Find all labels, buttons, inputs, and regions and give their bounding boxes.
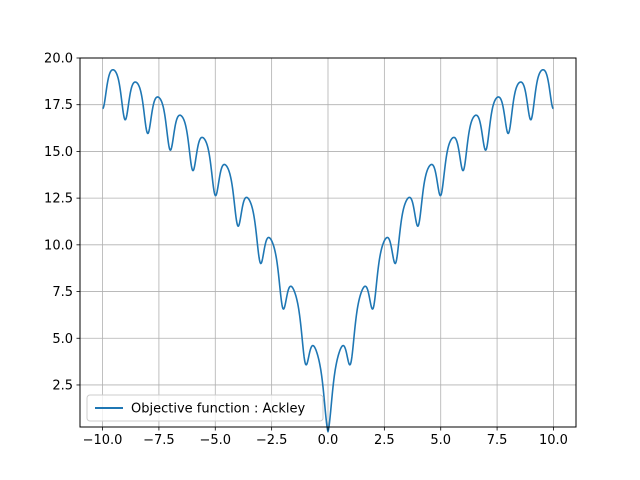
x-tick-label: 5.0 — [430, 433, 451, 448]
x-tick-label: 10.0 — [539, 433, 568, 448]
y-tick-label: 20.0 — [44, 52, 73, 67]
y-tick-label: 2.5 — [52, 378, 73, 393]
x-tick-label: −10.0 — [83, 433, 123, 448]
x-tick-label: 0.0 — [318, 433, 339, 448]
x-tick-label: −5.0 — [199, 433, 231, 448]
series-line-0 — [102, 68, 554, 433]
x-tick-label: 7.5 — [487, 433, 508, 448]
x-tick-label: −7.5 — [143, 433, 175, 448]
y-tick-label: 7.5 — [52, 285, 73, 300]
y-tick-label: 5.0 — [52, 332, 73, 347]
x-tick-label: −2.5 — [256, 433, 288, 448]
legend-box — [86, 394, 324, 422]
legend: Objective function : Ackley — [86, 394, 324, 422]
x-tick-label: 2.5 — [374, 433, 395, 448]
y-tick-label: 10.0 — [44, 238, 73, 253]
y-tick-label: 12.5 — [44, 192, 73, 207]
y-tick-label: 17.5 — [44, 98, 73, 113]
y-tick-label: 15.0 — [44, 145, 73, 160]
series-group — [102, 68, 554, 433]
x-axis-ticks: −10.0 −7.5 −5.0 −2.5 0.0 2.5 5.0 7.5 10.0 — [83, 427, 568, 448]
y-axis-ticks: 2.5 5.0 7.5 10.0 12.5 15.0 17.5 20.0 — [44, 52, 80, 393]
legend-label: Objective function : Ackley — [131, 402, 305, 417]
grid — [80, 57, 576, 427]
